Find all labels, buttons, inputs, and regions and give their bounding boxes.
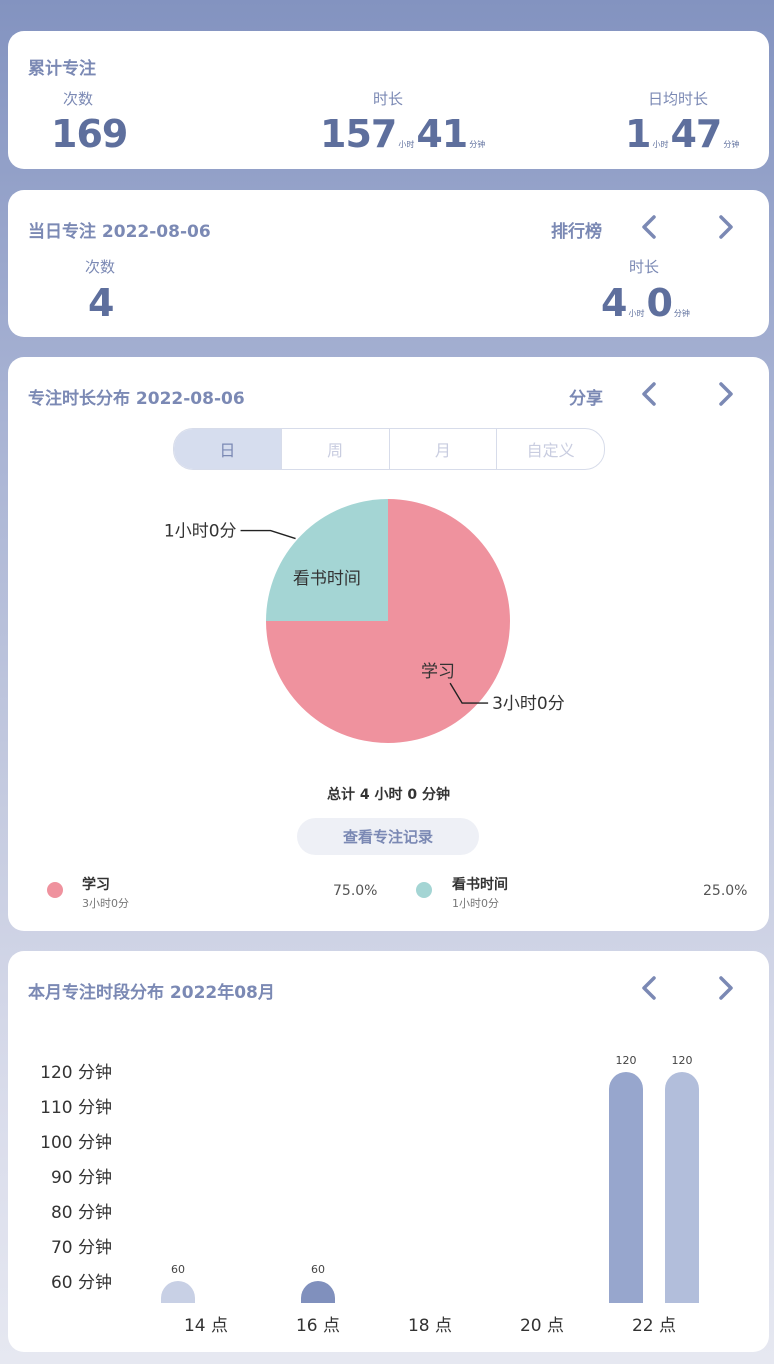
- minutes-unit: 分钟: [673, 309, 690, 318]
- tab-day[interactable]: 日: [174, 429, 282, 469]
- total-duration-value: 157 小时41 分钟: [320, 115, 487, 153]
- legend-study-duration: 3小时0分: [82, 897, 129, 910]
- today-duration-label: 时长: [629, 258, 660, 276]
- hours-unit: 小时: [652, 140, 669, 149]
- today-focus-card: 当日专注 2022-08-06 排行榜 次数 4 时长 4 小时0 分钟: [8, 190, 769, 337]
- y-tick-label: 70 分钟: [51, 1238, 112, 1258]
- total-duration-label: 时长: [373, 90, 404, 108]
- monthly-title: 本月专注时段分布 2022年08月: [28, 983, 275, 1003]
- bar-value-label: 60: [311, 1263, 325, 1276]
- monthly-card: 本月专注时段分布 2022年08月 120 分钟 110 分钟 100 分钟 90 分…: [8, 951, 769, 1352]
- chevron-left-icon[interactable]: [638, 973, 662, 1003]
- pie-label-reading: 看书时间: [293, 569, 361, 589]
- daily-average-value: 1 小时47 分钟: [625, 115, 741, 153]
- pie-value-study: 3小时0分: [492, 694, 565, 714]
- today-hours: 4: [601, 281, 627, 325]
- today-duration-value: 4 小时0 分钟: [601, 284, 692, 322]
- today-count-value: 4: [88, 281, 114, 325]
- total-count-label: 次数: [63, 90, 94, 108]
- legend-reading-percent: 25.0%: [703, 883, 748, 899]
- y-tick-label: 110 分钟: [40, 1098, 112, 1118]
- x-tick-label: 14 点: [184, 1316, 228, 1336]
- bar-value-label: 60: [171, 1263, 185, 1276]
- bar-chart: 120 分钟 110 分钟 100 分钟 90 分钟 80 分钟 70 分钟 60 分钟 14…: [40, 1054, 699, 1336]
- legend-swatch-study: [47, 882, 63, 898]
- ranking-link[interactable]: 排行榜: [551, 222, 602, 242]
- total-duration-minutes: 41: [416, 112, 468, 156]
- legend-swatch-reading: [416, 882, 432, 898]
- y-tick-label: 80 分钟: [51, 1203, 112, 1223]
- chevron-right-icon[interactable]: [713, 212, 737, 242]
- legend-study-percent: 75.0%: [333, 883, 378, 899]
- pie-label-study: 学习: [421, 662, 455, 682]
- y-tick-label: 90 分钟: [51, 1168, 112, 1188]
- legend-study-name: 学习: [82, 877, 110, 893]
- distribution-title: 专注时长分布 2022-08-06: [28, 389, 245, 409]
- minutes-unit: 分钟: [723, 140, 740, 149]
- daily-average-hours: 1: [625, 112, 651, 156]
- legend-reading-duration: 1小时0分: [452, 897, 499, 910]
- bar: [301, 1281, 335, 1303]
- hours-unit: 小时: [398, 140, 415, 149]
- tab-week[interactable]: 周: [282, 429, 390, 469]
- pie-leader-reading: [240, 529, 296, 540]
- tab-month[interactable]: 月: [390, 429, 498, 469]
- x-tick-label: 22 点: [632, 1316, 676, 1336]
- y-tick-label: 60 分钟: [51, 1273, 112, 1293]
- chevron-right-icon[interactable]: [713, 973, 737, 1003]
- bar-value-label: 120: [672, 1054, 693, 1067]
- x-tick-label: 16 点: [296, 1316, 340, 1336]
- tab-custom[interactable]: 自定义: [526, 441, 575, 460]
- today-focus-title: 当日专注 2022-08-06: [28, 222, 211, 242]
- bar-value-label: 120: [616, 1054, 637, 1067]
- x-tick-label: 18 点: [408, 1316, 452, 1336]
- legend-reading-name: 看书时间: [452, 877, 508, 893]
- chevron-left-icon[interactable]: [638, 212, 662, 242]
- total-duration-hours: 157: [320, 112, 397, 156]
- pie-slice-reading: [266, 499, 388, 621]
- total-focus-title: 累计专注: [28, 59, 96, 79]
- pie-leader-study: [449, 682, 489, 704]
- chevron-right-icon[interactable]: [713, 379, 737, 409]
- bar: [665, 1072, 699, 1303]
- total-duration-text: 总计 4 小时 0 分钟: [327, 787, 450, 803]
- hours-unit: 小时: [628, 309, 645, 318]
- today-minutes: 0: [646, 281, 672, 325]
- total-focus-card: 累计专注 次数 169 时长 157 小时41 分钟 日均时长 1 小时47 分钟: [8, 31, 769, 169]
- bar: [161, 1281, 195, 1303]
- daily-average-minutes: 47: [670, 112, 722, 156]
- pie-chart: 学习 3小时0分 看书时间 1小时0分: [164, 499, 565, 743]
- period-tabs: 日 周 月 自定义: [173, 428, 605, 470]
- pie-value-reading: 1小时0分: [164, 522, 237, 542]
- share-link[interactable]: 分享: [569, 389, 603, 409]
- y-tick-label: 100 分钟: [40, 1133, 112, 1153]
- daily-average-label: 日均时长: [648, 90, 709, 108]
- minutes-unit: 分钟: [469, 140, 486, 149]
- bar: [609, 1072, 643, 1303]
- today-count-label: 次数: [85, 258, 116, 276]
- view-records-button[interactable]: 查看专注记录: [297, 818, 479, 855]
- distribution-card: 专注时长分布 2022-08-06 分享 日 周 月 自定义 学习 3小时0分 看书…: [8, 357, 769, 931]
- total-count-value: 169: [51, 112, 128, 156]
- chevron-left-icon[interactable]: [638, 379, 662, 409]
- x-tick-label: 20 点: [520, 1316, 564, 1336]
- y-tick-label: 120 分钟: [40, 1063, 112, 1083]
